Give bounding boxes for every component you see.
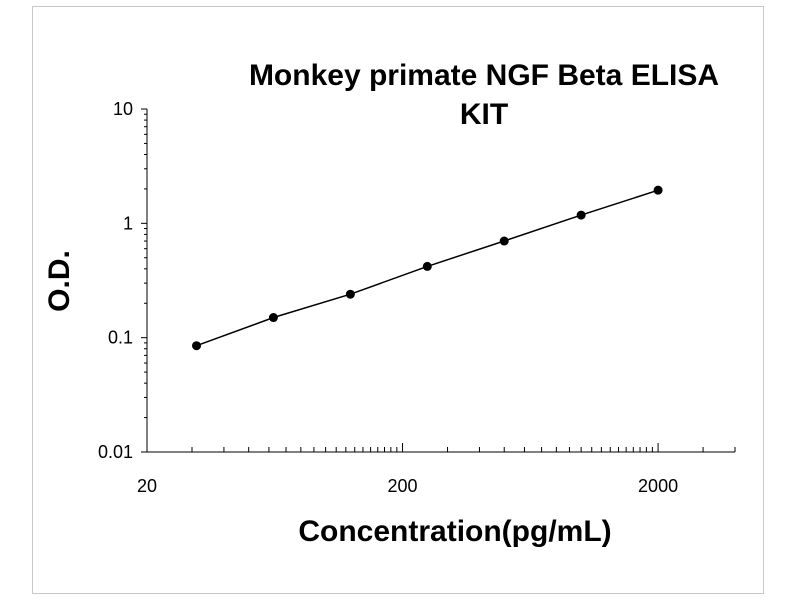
x-tick-label: 20	[137, 476, 157, 496]
chart-title-line-2: KIT	[460, 98, 508, 131]
data-point	[653, 185, 663, 195]
x-axis-ticks: 20 200 2000	[137, 443, 736, 496]
data-point	[345, 289, 355, 299]
y-tick-label: 10	[113, 99, 133, 119]
chart-title: Monkey primate NGF Beta ELISA KIT	[249, 59, 719, 131]
data-point	[576, 210, 586, 220]
y-axis-ticks: 0.01 0.1 1 10	[98, 99, 147, 462]
data-point	[192, 341, 202, 351]
data-point	[499, 236, 509, 246]
y-tick-label: 0.01	[98, 442, 133, 462]
data-point	[422, 261, 432, 271]
x-tick-label: 200	[388, 476, 418, 496]
axes	[146, 109, 735, 453]
y-tick-label: 1	[123, 213, 133, 233]
y-axis-title: O.D.	[43, 250, 76, 312]
chart-frame	[32, 6, 764, 594]
data-point	[268, 313, 278, 323]
chart-title-line-1: Monkey primate NGF Beta ELISA	[249, 59, 719, 92]
data-points	[192, 185, 663, 351]
x-axis-title: Concentration(pg/mL)	[298, 515, 611, 548]
y-tick-label: 0.1	[108, 328, 133, 348]
x-tick-label: 2000	[638, 476, 678, 496]
